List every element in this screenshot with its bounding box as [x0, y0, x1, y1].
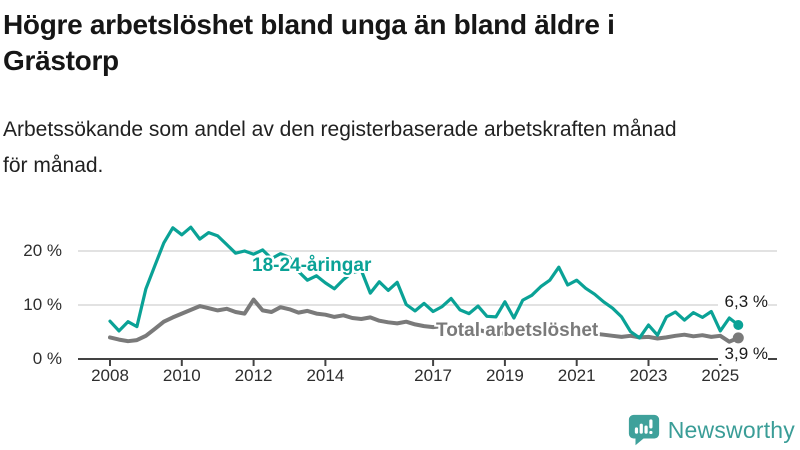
- x-axis-label-2017: 2017: [414, 366, 452, 385]
- x-axis-label-2014: 2014: [306, 366, 345, 385]
- page-title-line-1: Högre arbetslöshet bland unga än bland ä…: [3, 9, 615, 40]
- end-dot-total: [732, 332, 744, 344]
- chart-subtitle: Arbetssökande som andel av den registerb…: [3, 112, 791, 184]
- x-axis-label-2008: 2008: [91, 366, 129, 385]
- x-axis-label-2023: 2023: [629, 366, 668, 385]
- newsworthy-wordmark: Newsworthy: [667, 416, 795, 443]
- series-label-youth: 18-24-åringar: [252, 255, 372, 276]
- chart-subtitle-line-1: Arbetssökande som andel av den registerb…: [3, 118, 677, 141]
- newsworthy-logo[interactable]: Newsworthy: [627, 411, 795, 449]
- newsworthy-bubble-chart-icon: [628, 414, 659, 446]
- x-axis-label-2010: 2010: [162, 366, 201, 385]
- x-axis-label-2019: 2019: [485, 366, 524, 385]
- end-value-label-total: 3,9 %: [718, 344, 768, 364]
- page-title-line-2: Grästorp: [3, 45, 119, 76]
- page-title: Högre arbetslöshet bland unga än bland ä…: [3, 7, 783, 79]
- end-dot-youth: [733, 320, 744, 330]
- series-line-total: [108, 297, 741, 344]
- series-label-total: Total arbetslöshet: [436, 320, 599, 341]
- end-value-label-youth: 6,3 %: [718, 292, 768, 312]
- x-axis-label-2025: 2025: [701, 366, 740, 385]
- x-axis-label-2021: 2021: [557, 366, 596, 385]
- y-axis-label-0: 0 %: [32, 349, 62, 368]
- x-axis-label-2012: 2012: [234, 366, 273, 385]
- y-axis-label-10: 10 %: [23, 295, 62, 314]
- series-line-youth: [108, 225, 740, 340]
- chart-subtitle-line-2: för månad.: [3, 154, 104, 177]
- y-axis-label-20: 20 %: [23, 241, 62, 260]
